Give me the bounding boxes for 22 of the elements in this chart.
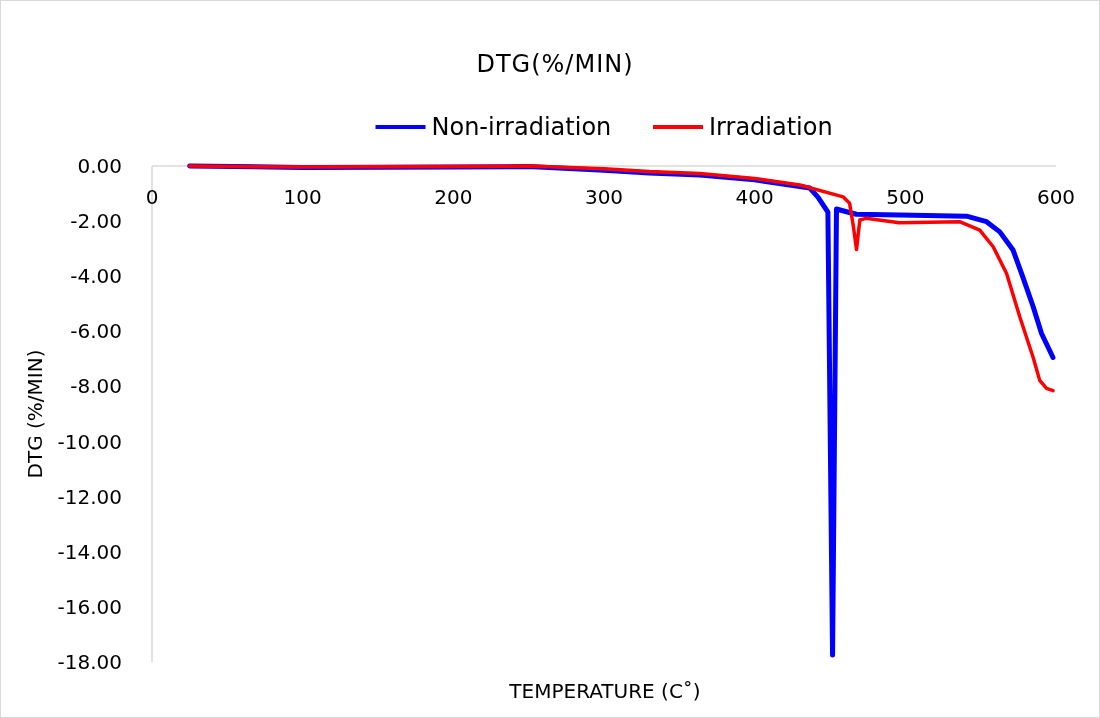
y-tick-label: -6.00 — [70, 319, 122, 344]
x-tick-label: 600 — [1036, 185, 1076, 209]
x-tick-label: 200 — [434, 185, 473, 209]
x-tick-label: 100 — [283, 185, 322, 209]
y-tick-label: -18.00 — [57, 650, 122, 674]
y-tick-label: -16.00 — [57, 594, 122, 619]
y-tick-label: -14.00 — [57, 539, 122, 564]
y-tick-label: 0.00 — [77, 154, 122, 178]
x-tick-label: 400 — [735, 185, 774, 209]
x-tick-label: 500 — [886, 185, 925, 209]
legend-label: Irradiation — [709, 113, 833, 141]
y-tick-label: -2.00 — [70, 209, 122, 234]
x-tick-label: 0 — [145, 185, 159, 209]
y-tick-label: -10.00 — [57, 429, 122, 454]
x-axis-title: TEMPERATURE (C˚) — [508, 679, 701, 703]
y-tick-label: -4.00 — [70, 264, 122, 289]
legend-label: Non-irradiation — [431, 113, 612, 141]
y-axis-title: DTG (%/MIN) — [23, 349, 47, 479]
chart-title: DTG(%/MIN) — [476, 50, 634, 78]
y-tick-label: -12.00 — [57, 484, 122, 509]
y-tick-label: -8.00 — [70, 374, 122, 399]
x-tick-label: 300 — [584, 185, 624, 209]
